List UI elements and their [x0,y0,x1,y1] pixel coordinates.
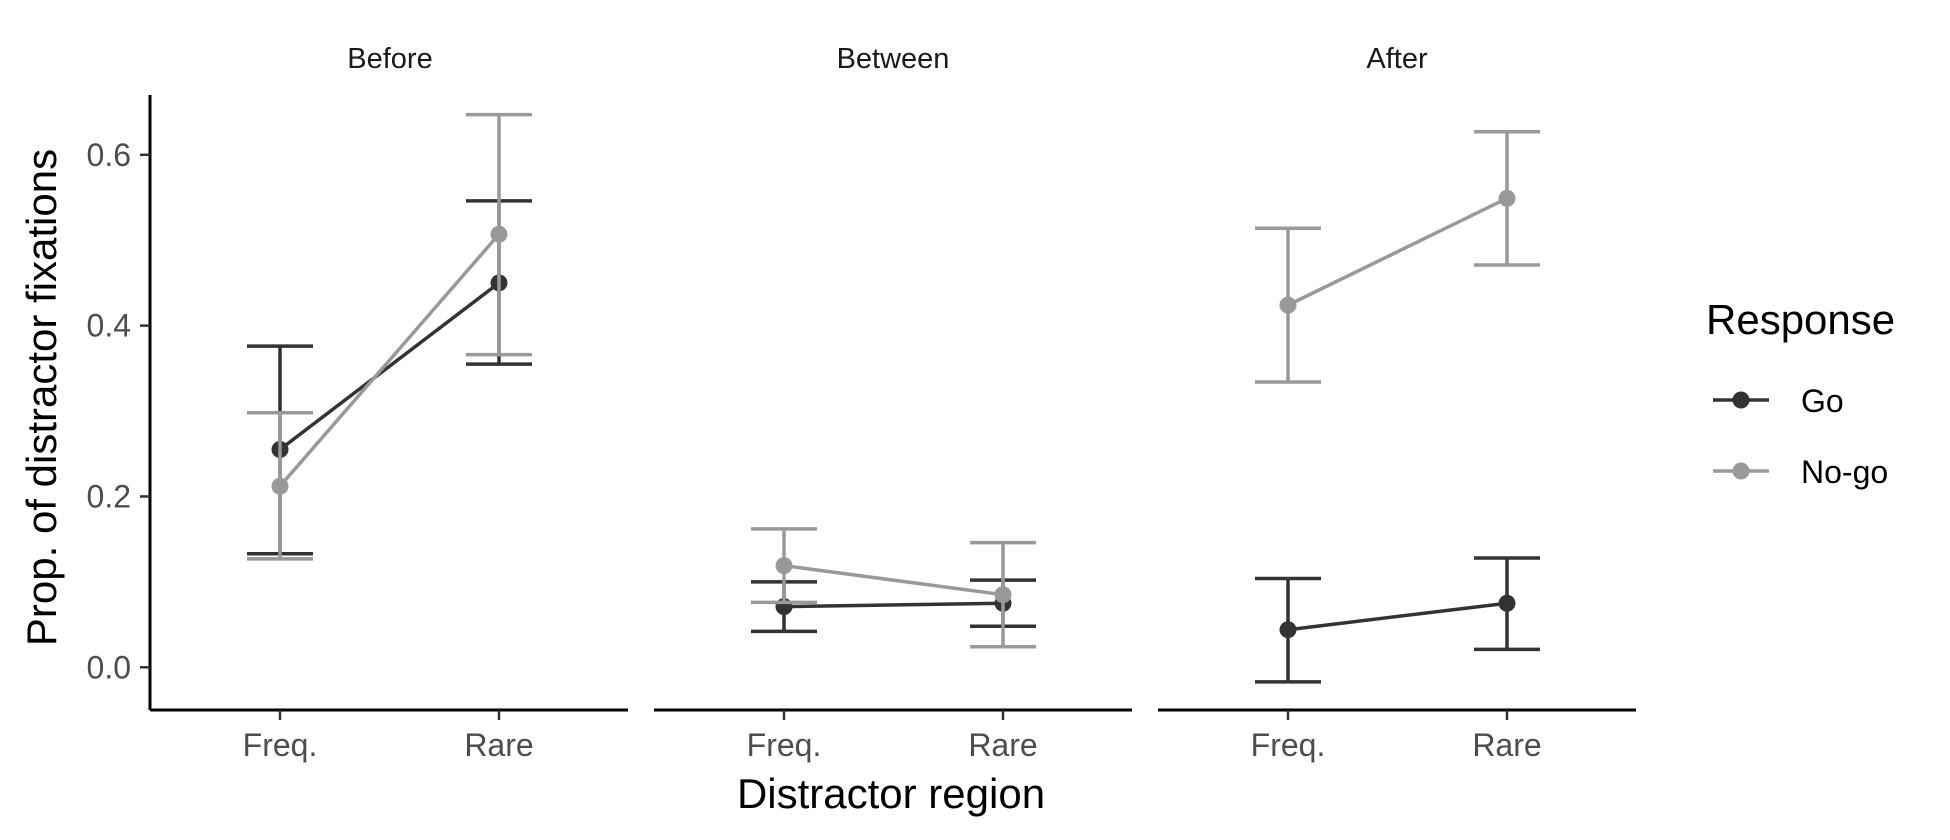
facet-title: Between [837,43,950,75]
data-point [1498,594,1516,612]
legend-key-point [1732,462,1750,480]
legend-label: No-go [1801,454,1888,490]
series-line [783,601,1004,609]
facet-title: Before [347,43,432,75]
x-tick-label: Rare [1472,727,1541,763]
series-go [1255,556,1540,684]
legend-items: Go No-go [1713,383,1888,490]
data-point [1279,621,1297,639]
legend-title: Response [1706,296,1895,343]
x-axis-title: Distractor region [737,770,1045,817]
facet-panel-between: Between Freq. Rare [654,43,1132,763]
x-tick-label: Rare [968,727,1037,763]
x-tick-label: Freq. [747,727,822,763]
legend: Response Go No-go [1706,296,1895,490]
series-line [1287,196,1508,307]
series-line [783,563,1004,597]
data-point [994,586,1012,604]
x-tick-label: Rare [464,727,533,763]
series-go [247,199,532,556]
facet-panels: Before Freq. Rare Between Freq. Rare After Freq… [150,43,1636,763]
series-line [278,281,501,451]
y-tick-label: 0.2 [87,478,131,514]
x-tick-label: Freq. [1251,727,1326,763]
legend-label: Go [1801,383,1844,419]
series-no-go [247,112,532,561]
data-point [271,477,289,495]
series-no-go [1255,129,1540,384]
data-point [490,225,508,243]
legend-item-go: Go [1713,383,1844,419]
facet-panel-after: After Freq. Rare [1158,43,1636,763]
series-no-go [751,527,1036,649]
facet-title: After [1366,43,1428,75]
facet-panel-before: Before Freq. Rare [150,43,628,763]
data-point [1279,296,1297,314]
data-point [1498,189,1516,207]
series-line [278,233,501,488]
y-tick-label: 0.4 [87,308,131,344]
series-line [1287,601,1508,632]
y-axis-title: Prop. of distractor fixations [18,149,65,646]
legend-key-point [1732,391,1750,409]
y-axis: 0.0 0.2 0.4 0.6 [87,95,152,710]
x-tick-label: Freq. [243,727,318,763]
y-tick-label: 0.0 [87,649,131,685]
series-go [751,578,1036,634]
y-tick-label: 0.6 [87,137,131,173]
data-point [775,557,793,575]
legend-item-no-go: No-go [1713,454,1888,490]
